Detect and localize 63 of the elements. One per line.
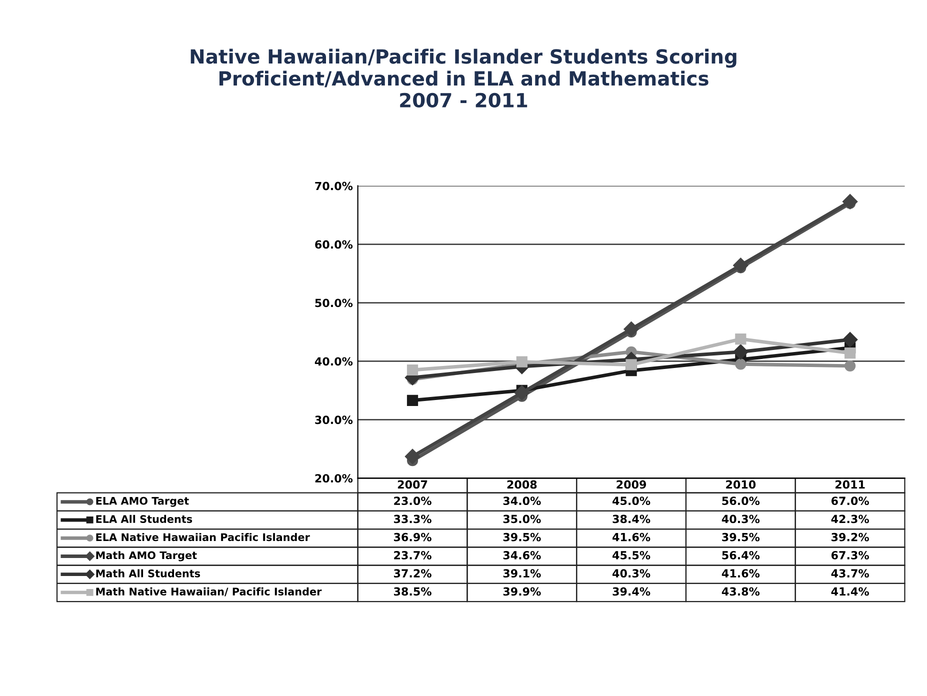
data-label: 33.3% bbox=[394, 514, 432, 524]
point bbox=[733, 258, 748, 273]
data-label: 39.2% bbox=[832, 532, 869, 542]
data-label: 38.4% bbox=[612, 514, 650, 524]
data-label: 39.9% bbox=[503, 587, 541, 596]
data-label: 34.0% bbox=[503, 496, 541, 506]
y-tick-label: 50.0% bbox=[315, 298, 353, 308]
data-label: 35.0% bbox=[503, 514, 541, 524]
data-label: 41.4% bbox=[831, 587, 869, 596]
data-label: 67.0% bbox=[831, 496, 869, 506]
point bbox=[735, 333, 746, 345]
y-tick-label: 40.0% bbox=[314, 357, 353, 366]
data-label: 34.6% bbox=[503, 551, 541, 560]
point bbox=[842, 332, 858, 348]
data-label: 45.5% bbox=[612, 551, 650, 560]
point bbox=[735, 358, 746, 370]
data-label: 39.5% bbox=[722, 532, 760, 542]
y-tick-label: 20.0% bbox=[315, 474, 353, 483]
point bbox=[844, 347, 856, 359]
point bbox=[404, 448, 420, 464]
legend-label: ELA AMO Target bbox=[96, 496, 189, 507]
point bbox=[516, 356, 528, 368]
data-label: 39.1% bbox=[503, 569, 541, 578]
data-label: 23.0% bbox=[394, 496, 432, 506]
data-label: 36.9% bbox=[394, 532, 432, 542]
x-tick-label: 2008 bbox=[507, 480, 537, 489]
data-label: 42.3% bbox=[831, 514, 869, 524]
data-label: 43.7% bbox=[831, 569, 869, 578]
chart-title: Native Hawaiian/Pacific Islander Students Scoring Proficient/Advanced in ELA and Mathematics 2007 - 2011 bbox=[190, 48, 736, 108]
x-tick-label: 2011 bbox=[835, 480, 865, 489]
x-tick-label: 2007 bbox=[398, 480, 428, 489]
data-label: 39.5% bbox=[503, 532, 541, 542]
point bbox=[733, 344, 748, 360]
point bbox=[842, 194, 858, 210]
data-label: 38.5% bbox=[394, 587, 432, 596]
data-label: 40.3% bbox=[612, 569, 650, 578]
point bbox=[626, 359, 637, 370]
legend-label: Math Native Hawaiian/ Pacific Islander bbox=[96, 587, 322, 596]
data-label: 40.3% bbox=[722, 514, 760, 524]
legend-label: Math All Students bbox=[96, 569, 200, 578]
y-tick-label: 30.0% bbox=[315, 416, 353, 424]
data-label: 41.6% bbox=[722, 569, 760, 578]
data-label: 39.4% bbox=[612, 587, 650, 596]
data-label: 41.6% bbox=[612, 532, 650, 542]
x-tick-label: 2010 bbox=[726, 480, 756, 489]
legend-label: Math AMO Target bbox=[96, 551, 197, 562]
point bbox=[844, 360, 856, 372]
legend-label: ELA Native Hawaiian Pacific Islander bbox=[96, 533, 310, 542]
data-label: 43.8% bbox=[722, 587, 760, 596]
x-tick-label: 2009 bbox=[616, 480, 646, 489]
data-label: 23.7% bbox=[394, 551, 432, 560]
data-label: 45.0% bbox=[612, 496, 650, 506]
point bbox=[624, 322, 639, 337]
data-label: 67.3% bbox=[831, 551, 869, 560]
point bbox=[406, 394, 418, 406]
point bbox=[514, 385, 530, 400]
y-tick-label: 60.0% bbox=[315, 240, 353, 249]
data-label: 37.2% bbox=[394, 569, 432, 578]
point bbox=[406, 364, 418, 376]
data-label: 56.0% bbox=[722, 496, 760, 506]
legend-label: ELA All Students bbox=[96, 514, 192, 523]
data-label: 56.4% bbox=[722, 551, 760, 560]
y-tick-label: 70.0% bbox=[315, 182, 353, 190]
